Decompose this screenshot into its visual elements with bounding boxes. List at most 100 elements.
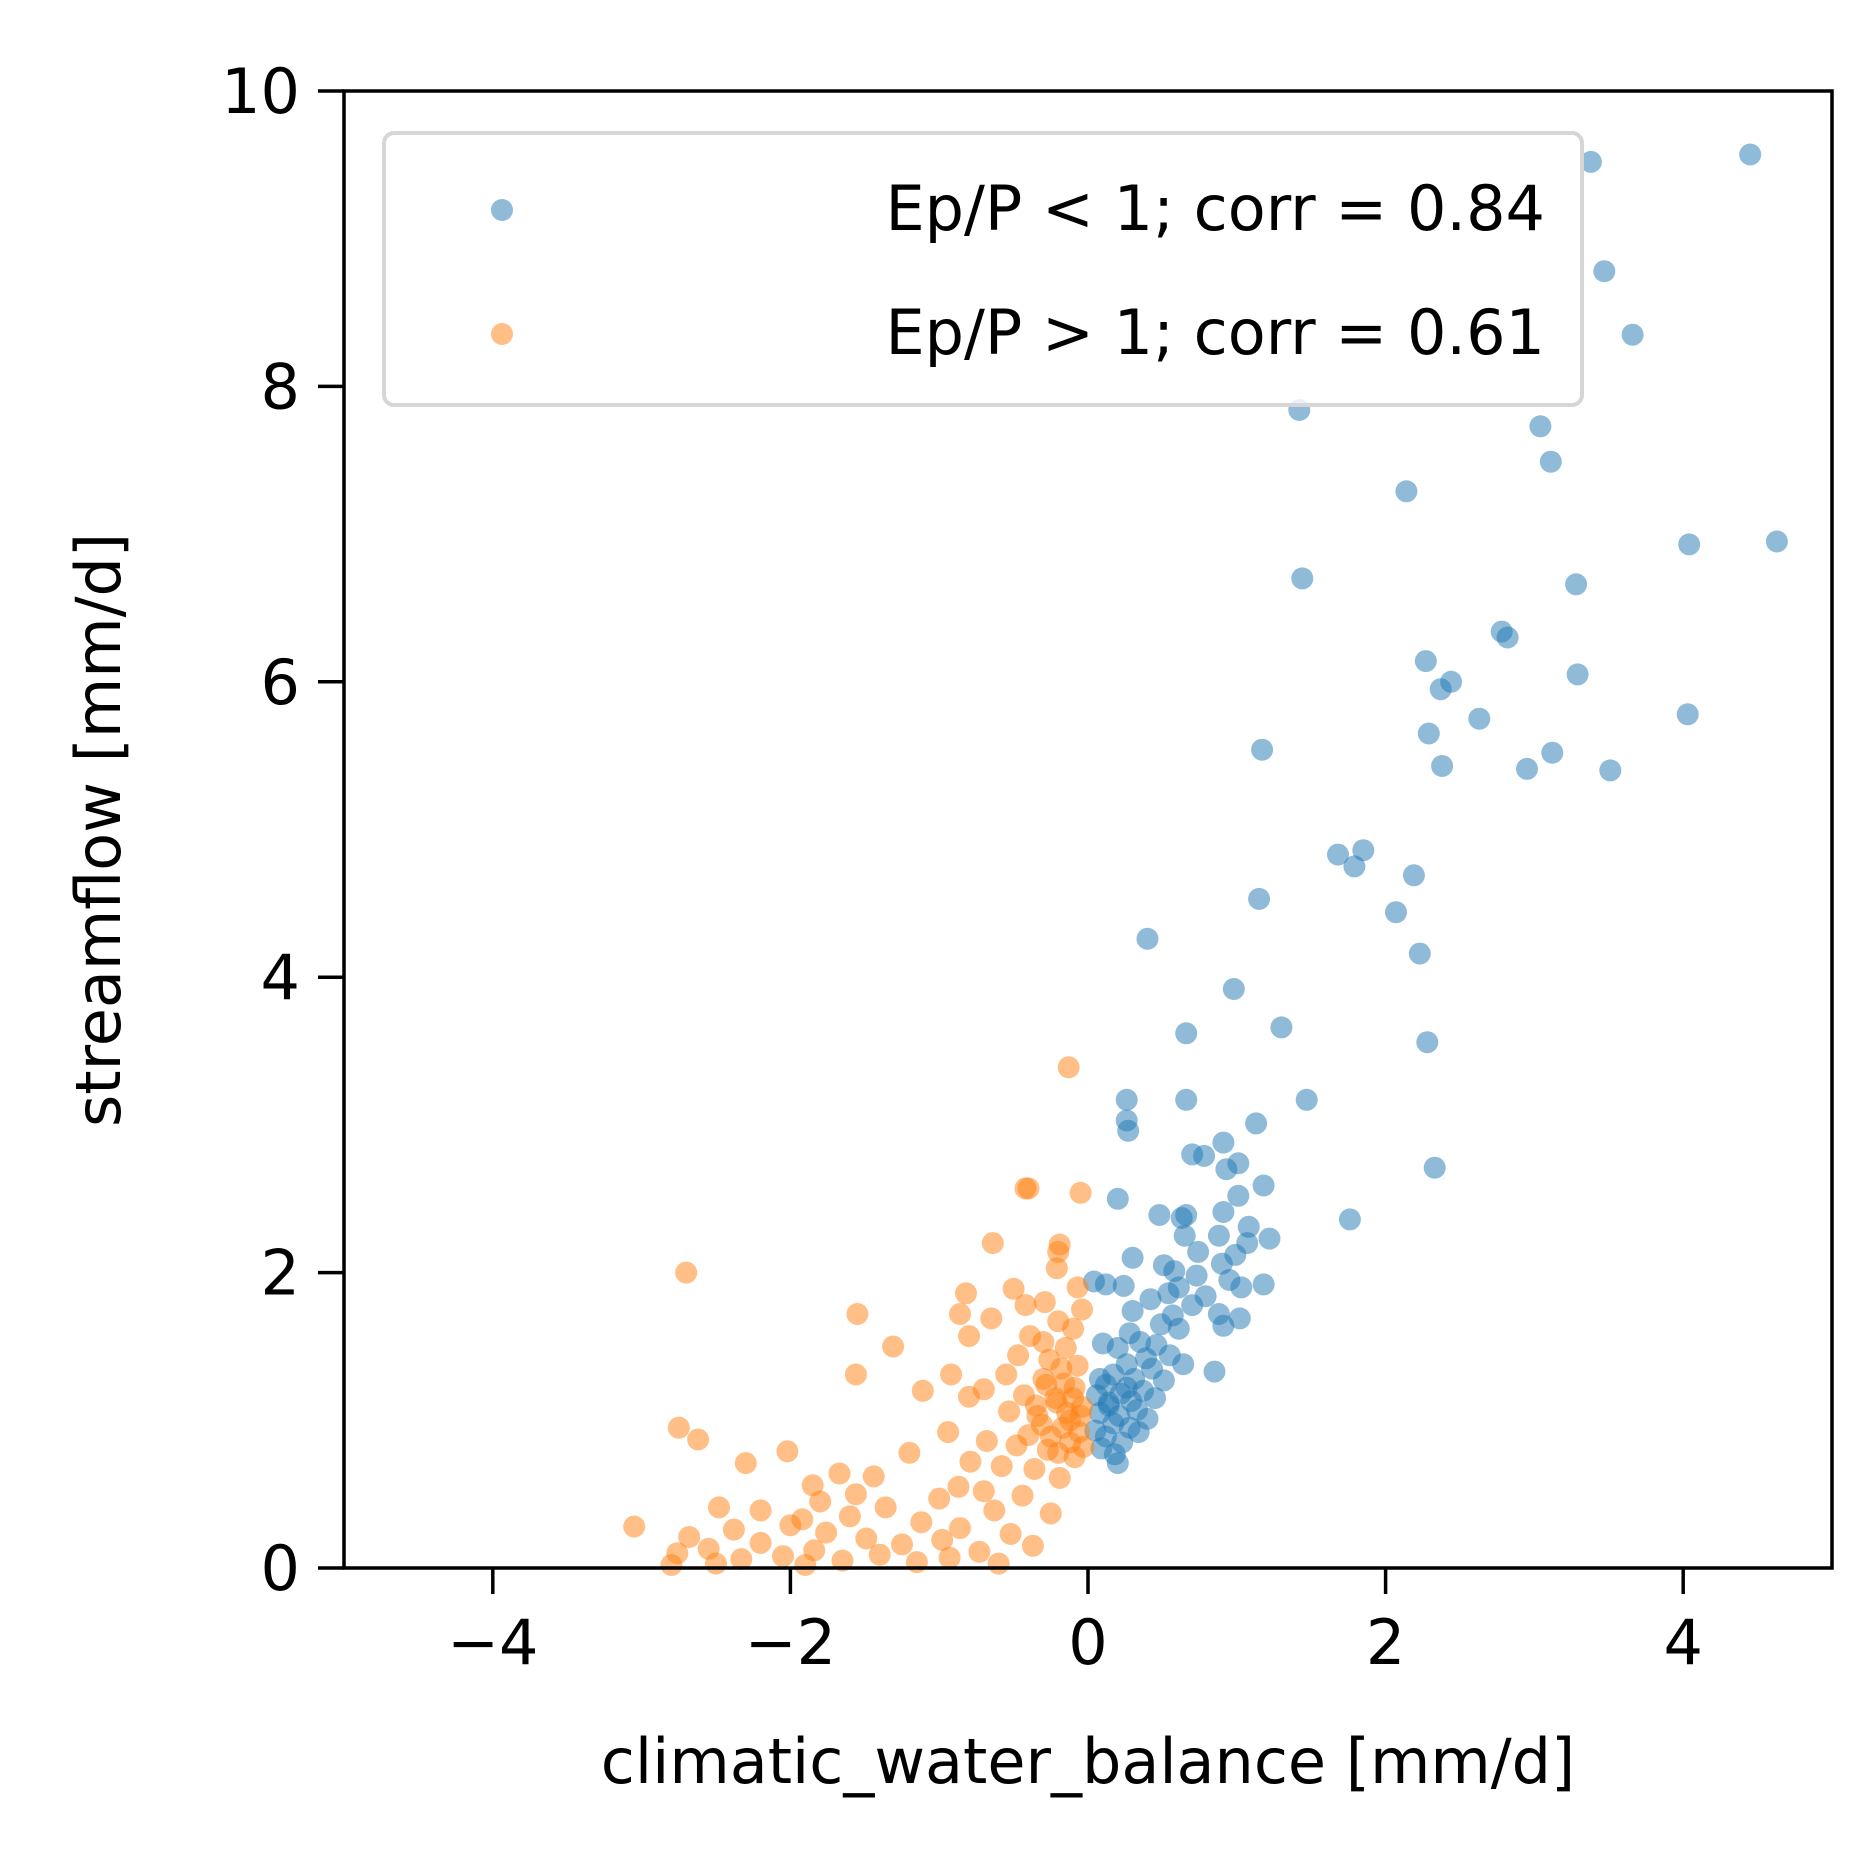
data-point-series-1-14 bbox=[1071, 1298, 1093, 1321]
data-point-series-1-23 bbox=[1054, 1336, 1077, 1359]
data-point-series-0-116 bbox=[1127, 1421, 1150, 1444]
data-point-series-0-35 bbox=[1270, 1016, 1293, 1039]
legend: Ep/P < 1; corr = 0.84 Ep/P > 1; corr = 0… bbox=[382, 131, 1584, 407]
data-point-series-1-58 bbox=[947, 1475, 970, 1498]
y-tick-label: 10 bbox=[221, 55, 300, 128]
data-point-series-1-95 bbox=[987, 1552, 1010, 1575]
data-point-series-1-111 bbox=[1062, 1387, 1085, 1410]
data-point-series-1-65 bbox=[749, 1499, 772, 1522]
data-point-series-0-8 bbox=[1765, 530, 1788, 553]
data-point-series-0-1 bbox=[1579, 150, 1602, 173]
data-point-series-0-33 bbox=[1408, 942, 1431, 965]
data-point-series-0-26 bbox=[1352, 839, 1375, 862]
data-point-series-0-6 bbox=[1539, 450, 1562, 473]
data-point-series-0-5 bbox=[1529, 415, 1552, 438]
data-point-series-0-56 bbox=[1338, 1208, 1361, 1231]
data-point-series-0-22 bbox=[1541, 741, 1564, 764]
data-point-series-1-68 bbox=[1039, 1502, 1062, 1525]
data-point-series-1-88 bbox=[868, 1543, 891, 1566]
data-point-series-1-27 bbox=[940, 1363, 963, 1386]
x-tick-labels: −4 −2 0 2 4 bbox=[447, 1606, 1703, 1679]
data-point-series-1-50 bbox=[959, 1450, 982, 1473]
data-point-series-1-19 bbox=[1062, 1317, 1085, 1340]
data-point-series-1-81 bbox=[749, 1531, 772, 1554]
data-point-series-1-92 bbox=[831, 1549, 854, 1572]
data-point-series-0-80 bbox=[1181, 1294, 1204, 1317]
data-points bbox=[623, 143, 1788, 1576]
data-point-series-1-71 bbox=[910, 1511, 933, 1534]
y-axis: 0 2 4 6 8 10 streamflow [mm/d] bbox=[62, 55, 344, 1605]
data-point-series-0-98 bbox=[1203, 1360, 1226, 1383]
x-tick-label: 0 bbox=[1068, 1606, 1107, 1679]
data-point-series-1-63 bbox=[809, 1490, 832, 1513]
data-point-series-1-69 bbox=[838, 1505, 861, 1528]
data-point-series-0-58 bbox=[1237, 1215, 1260, 1238]
y-tick-label: 0 bbox=[261, 1532, 300, 1605]
data-point-series-1-22 bbox=[882, 1335, 905, 1358]
data-point-series-0-10 bbox=[1291, 567, 1314, 590]
data-point-series-1-43 bbox=[687, 1428, 710, 1451]
data-point-series-1-47 bbox=[776, 1440, 799, 1463]
data-point-series-1-44 bbox=[975, 1430, 998, 1452]
legend-label-ep-p-lt-1: Ep/P < 1; corr = 0.84 bbox=[885, 172, 1545, 245]
data-point-series-1-42 bbox=[937, 1421, 960, 1444]
data-point-series-1-48 bbox=[898, 1441, 921, 1464]
data-point-series-0-25 bbox=[1599, 759, 1622, 782]
data-point-series-1-59 bbox=[972, 1480, 995, 1503]
data-point-series-1-35 bbox=[958, 1385, 980, 1408]
data-point-series-1-8 bbox=[1045, 1257, 1068, 1280]
data-point-series-0-43 bbox=[1245, 1112, 1268, 1135]
data-point-series-1-112 bbox=[1035, 1373, 1058, 1396]
plot-area bbox=[342, 89, 1834, 1576]
data-point-series-1-4 bbox=[981, 1232, 1004, 1255]
data-point-series-0-79 bbox=[1139, 1288, 1162, 1311]
data-point-series-1-13 bbox=[1033, 1291, 1056, 1314]
data-point-series-0-37 bbox=[1416, 1031, 1439, 1054]
data-point-series-1-10 bbox=[1002, 1277, 1025, 1300]
data-point-series-1-17 bbox=[980, 1307, 1003, 1330]
data-point-series-0-69 bbox=[1185, 1264, 1208, 1287]
data-point-series-0-9 bbox=[1678, 533, 1701, 556]
data-point-series-1-9 bbox=[1066, 1276, 1089, 1299]
legend-box bbox=[382, 131, 1584, 407]
data-point-series-0-27 bbox=[1327, 843, 1349, 866]
data-point-series-0-83 bbox=[1121, 1300, 1144, 1322]
data-point-series-1-6 bbox=[1047, 1240, 1070, 1263]
data-point-series-1-55 bbox=[862, 1465, 885, 1488]
data-point-series-0-40 bbox=[1295, 1088, 1318, 1111]
data-point-series-0-2 bbox=[1593, 260, 1616, 283]
data-point-series-1-28 bbox=[844, 1363, 867, 1386]
x-tick-marks bbox=[491, 1568, 1685, 1594]
data-point-series-1-11 bbox=[955, 1282, 977, 1305]
data-point-series-1-61 bbox=[1011, 1484, 1034, 1507]
y-tick-label: 4 bbox=[261, 941, 300, 1014]
data-point-series-0-51 bbox=[1106, 1187, 1129, 1210]
data-point-series-0-24 bbox=[1516, 757, 1538, 780]
data-point-series-1-60 bbox=[844, 1483, 867, 1506]
data-point-series-0-18 bbox=[1417, 722, 1440, 745]
data-point-series-0-86 bbox=[1167, 1317, 1190, 1340]
data-point-series-1-54 bbox=[828, 1462, 851, 1485]
data-point-series-1-53 bbox=[1023, 1458, 1046, 1480]
data-point-series-0-60 bbox=[1258, 1227, 1281, 1250]
data-point-series-0-31 bbox=[1385, 901, 1407, 924]
data-point-series-1-12 bbox=[1014, 1294, 1037, 1317]
data-point-series-1-20 bbox=[958, 1325, 980, 1348]
data-point-series-0-20 bbox=[1676, 703, 1699, 726]
data-point-series-0-95 bbox=[1172, 1353, 1195, 1376]
data-point-series-0-23 bbox=[1431, 755, 1454, 777]
data-point-series-0-30 bbox=[1248, 887, 1271, 910]
data-point-series-0-63 bbox=[1187, 1240, 1210, 1263]
data-point-series-0-29 bbox=[1402, 864, 1425, 887]
data-point-series-1-114 bbox=[1017, 1424, 1040, 1447]
data-point-series-0-0 bbox=[1739, 143, 1762, 166]
data-point-series-1-76 bbox=[815, 1521, 838, 1544]
data-point-series-0-39 bbox=[1175, 1088, 1198, 1111]
data-point-series-1-66 bbox=[874, 1496, 897, 1519]
y-tick-label: 8 bbox=[261, 350, 300, 423]
y-tick-labels: 0 2 4 6 8 10 bbox=[221, 55, 300, 1605]
data-point-series-0-61 bbox=[1207, 1224, 1230, 1247]
data-point-series-1-113 bbox=[1069, 1404, 1092, 1427]
data-point-series-1-3 bbox=[1069, 1181, 1092, 1204]
